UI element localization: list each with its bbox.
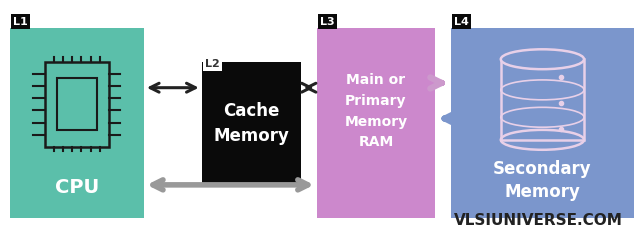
Text: L1: L1	[13, 17, 28, 27]
Bar	[317, 28, 435, 218]
Bar	[202, 62, 301, 185]
Text: CPU: CPU	[54, 178, 99, 197]
Ellipse shape	[500, 49, 584, 69]
Bar	[10, 28, 144, 218]
Text: L4: L4	[454, 17, 469, 27]
Bar	[451, 28, 634, 218]
Bar	[57, 78, 97, 130]
Bar	[45, 62, 109, 147]
Text: Cache
Memory: Cache Memory	[213, 102, 289, 145]
Text: Main or
Primary
Memory
RAM: Main or Primary Memory RAM	[344, 73, 408, 149]
Bar	[500, 59, 584, 140]
Text: Secondary
Memory: Secondary Memory	[493, 160, 592, 201]
Text: L2: L2	[205, 59, 220, 69]
Text: L3: L3	[320, 17, 335, 27]
Text: VLSIUNIVERSE.COM: VLSIUNIVERSE.COM	[454, 213, 623, 228]
